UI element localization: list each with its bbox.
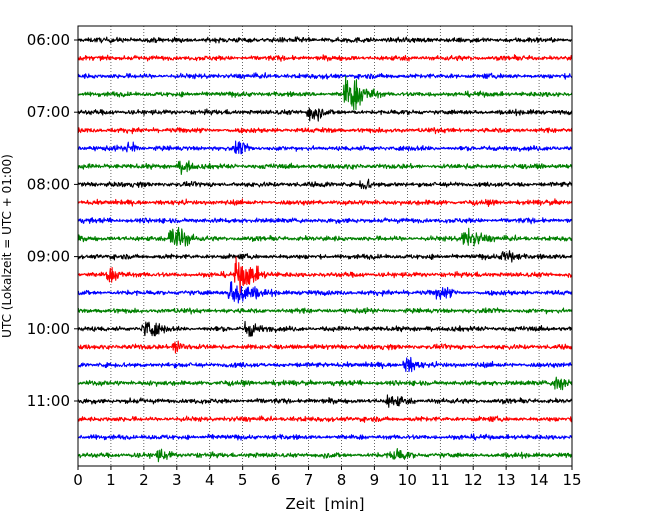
time-label: 08:00: [27, 175, 70, 193]
trace-row-1045: [77, 376, 573, 391]
trace-row-0615: [77, 54, 573, 62]
x-tick-label-3: 3: [172, 471, 182, 489]
x-tick-label-4: 4: [205, 471, 215, 489]
x-tick-label-6: 6: [271, 471, 281, 489]
x-axis-ticks: 0 1 2 3 4 5 6 7 8 9 10 11 12 13 14 15: [73, 466, 582, 489]
x-tick-label-12: 12: [464, 471, 483, 489]
x-tick-label-2: 2: [139, 471, 149, 489]
x-tick-label-14: 14: [530, 471, 549, 489]
x-tick-label-13: 13: [497, 471, 516, 489]
seismogram-traces: [77, 36, 573, 463]
x-tick-label-15: 15: [562, 471, 581, 489]
trace-row-0930: [77, 281, 573, 304]
trace-row-1130: [77, 433, 573, 441]
time-label: 09:00: [27, 248, 70, 266]
plot-area: [78, 26, 572, 466]
trace-row-0845: [77, 226, 573, 247]
x-tick-label-10: 10: [398, 471, 417, 489]
plot-frame: [77, 25, 573, 467]
trace-row-1000: [77, 320, 573, 337]
x-tick-label-11: 11: [431, 471, 450, 489]
time-label: 07:00: [27, 103, 70, 121]
trace-row-0745: [77, 160, 573, 175]
trace-row-1015: [77, 340, 573, 354]
time-label: 06:00: [27, 31, 70, 49]
trace-row-1115: [77, 415, 573, 423]
minute-gridlines: [110, 26, 540, 466]
x-tick-label-1: 1: [106, 471, 116, 489]
trace-row-0915: [77, 256, 573, 294]
trace-row-0715: [77, 126, 573, 135]
trace-row-0815: [77, 198, 573, 208]
trace-row-0645: [77, 75, 573, 111]
trace-row-1030: [77, 356, 573, 373]
trace-row-0630: [77, 72, 573, 80]
x-tick-label-8: 8: [337, 471, 347, 489]
trace-row-0700: [77, 107, 573, 122]
y-axis-ticks: 06:00 07:00 08:00 09:00 10:00 11:00: [27, 31, 78, 410]
x-tick-label-7: 7: [304, 471, 314, 489]
time-label: 10:00: [27, 320, 70, 338]
x-tick-label-0: 0: [73, 471, 83, 489]
trace-row-1100: [77, 394, 573, 408]
x-tick-label-5: 5: [238, 471, 248, 489]
trace-row-0730: [77, 140, 573, 155]
trace-row-1145: [77, 448, 573, 463]
x-tick-label-9: 9: [370, 471, 380, 489]
trace-row-0830: [77, 217, 573, 225]
trace-row-0945: [77, 307, 573, 315]
trace-row-0900: [77, 250, 573, 263]
y-axis-label: UTC (Lokalzeit = UTC + 01:00): [0, 154, 14, 338]
time-label: 11:00: [27, 392, 70, 410]
x-axis-label: Zeit [min]: [285, 495, 364, 513]
trace-row-0800: [77, 178, 573, 190]
trace-row-0600: [77, 36, 573, 44]
